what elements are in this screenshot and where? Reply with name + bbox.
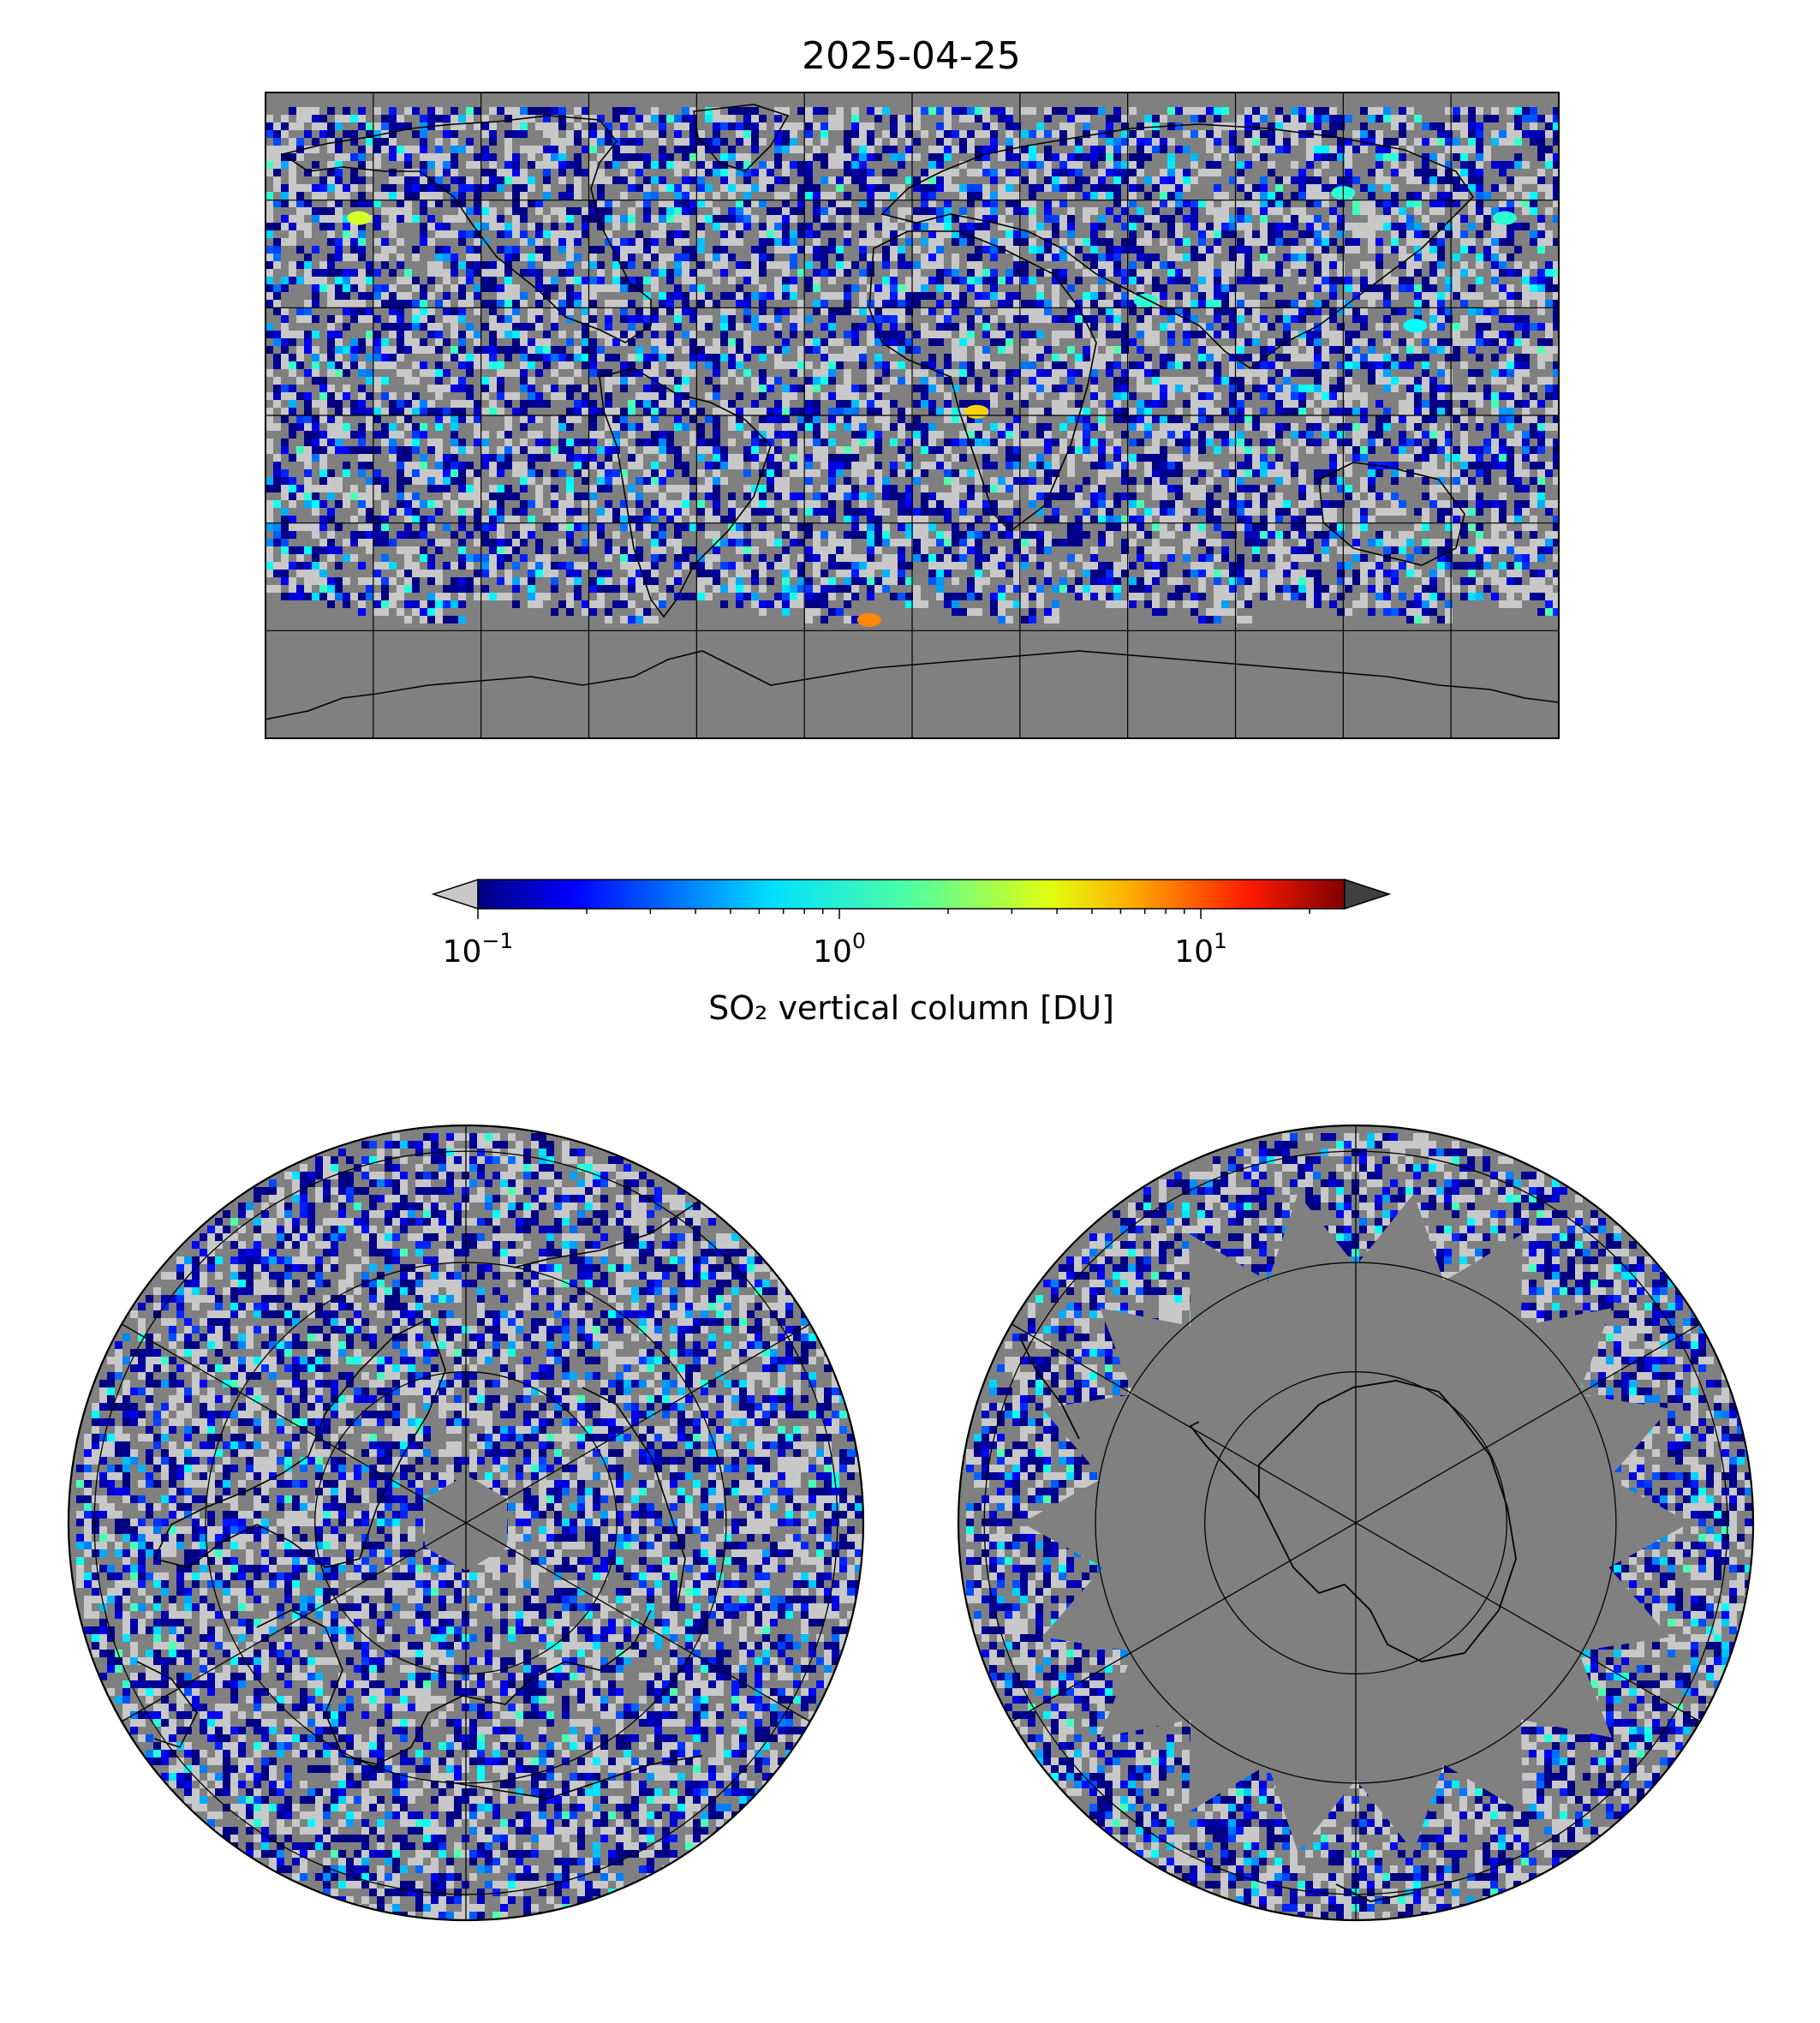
so2-hotspot <box>964 404 989 419</box>
colorbar-ticks <box>477 909 1310 919</box>
so2-hotspot <box>1493 211 1518 225</box>
global-coastlines <box>266 104 1559 720</box>
north-so2-field <box>76 1133 863 1920</box>
so2-hotspot <box>1403 319 1428 333</box>
north-polar-map <box>67 1124 865 1922</box>
global-gridlines <box>266 92 1559 738</box>
colorbar-tick-labels: 10−1 100 101 <box>443 928 1227 970</box>
colorbar-label: SO₂ vertical column [DU] <box>708 989 1114 1027</box>
global-map <box>265 92 1560 739</box>
meridian-line <box>121 1323 811 1722</box>
north-map-boundary <box>67 1124 865 1922</box>
colorbar-gradient <box>477 879 1346 910</box>
colorbar: 10−1 100 101 SO₂ vertical column [DU] <box>431 878 1392 1027</box>
south-polar-map <box>957 1124 1755 1922</box>
colorbar-tick-label: 101 <box>1174 928 1227 970</box>
colorbar-extend-high <box>1344 878 1392 910</box>
north-gridlines <box>93 1125 838 1920</box>
south-map-boundary <box>957 1124 1755 1922</box>
colorbar-tick-label: 100 <box>813 928 866 970</box>
south-so2-field <box>966 1133 1753 1920</box>
so2-hotspot <box>1133 293 1158 307</box>
global-map-frame <box>265 92 1560 739</box>
so2-hotspot <box>856 612 881 627</box>
meridian-line <box>1011 1323 1701 1722</box>
colorbar-tick-label: 10−1 <box>443 928 514 970</box>
south-gridlines <box>983 1125 1728 1920</box>
colorbar-extend-low <box>431 878 479 910</box>
so2-hotspot <box>347 211 372 225</box>
figure-title: 2025-04-25 <box>802 34 1021 78</box>
north-coastlines <box>136 1198 703 1799</box>
